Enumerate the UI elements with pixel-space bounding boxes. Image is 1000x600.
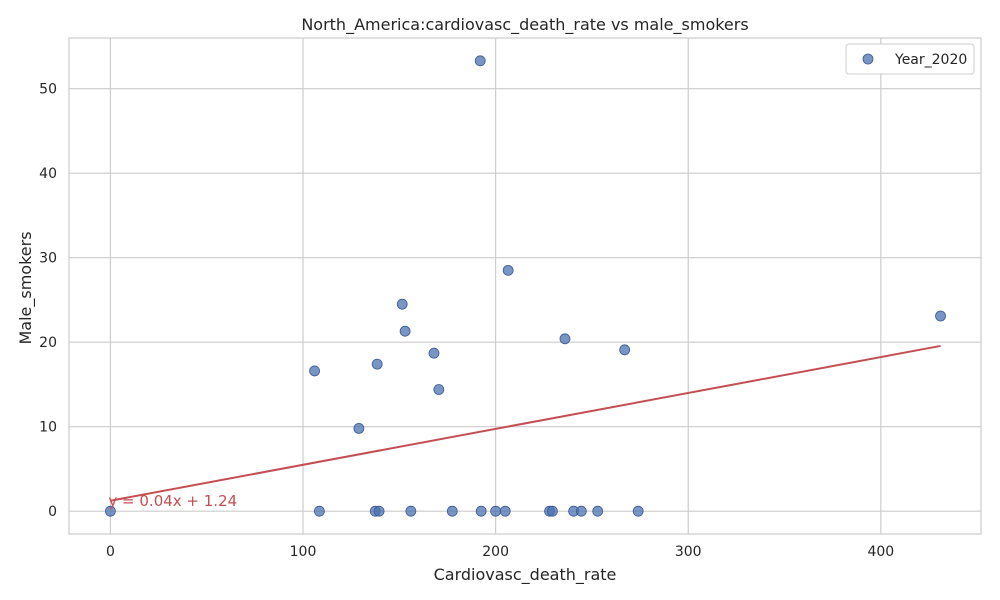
y-tick-label: 20: [39, 335, 57, 351]
x-tick-label: 300: [675, 544, 702, 560]
data-point: [313, 505, 325, 517]
x-tick-label: 200: [482, 544, 509, 560]
y-tick-label: 40: [39, 166, 57, 182]
data-point: [371, 358, 383, 370]
data-point: [592, 505, 604, 517]
y-tick-label: 30: [39, 251, 57, 267]
data-point: [547, 505, 558, 517]
fit-equation-label: y = 0.04x + 1.24: [108, 492, 237, 510]
data-point: [475, 505, 487, 517]
data-point: [373, 505, 385, 517]
y-axis-label: Male_smokers: [16, 231, 36, 344]
data-point: [309, 365, 320, 377]
regression-line: [110, 344, 941, 502]
x-tick-label: 0: [106, 544, 115, 560]
data-point: [935, 310, 946, 322]
data-point: [446, 505, 458, 517]
x-tick-label: 100: [290, 544, 317, 560]
data-point: [474, 55, 486, 67]
data-point: [105, 505, 116, 517]
y-tick-label: 50: [39, 82, 57, 98]
y-tick-label: 10: [39, 420, 57, 436]
data-point: [428, 347, 440, 359]
data-point: [433, 384, 445, 395]
legend-marker: [862, 53, 874, 65]
data-point: [632, 505, 644, 517]
data-point: [619, 344, 631, 356]
data-point: [405, 505, 417, 517]
legend-entry-label: Year_2020: [894, 52, 967, 68]
data-point: [502, 264, 514, 276]
plot-frame: [68, 37, 982, 535]
y-tick-labels: 0 10 20 30 40 50: [39, 82, 57, 520]
x-axis-label: Cardiovasc_death_rate: [434, 565, 617, 585]
chart-title: North_America:cardiovasc_death_rate vs m…: [301, 15, 748, 35]
legend: Year_2020: [845, 43, 975, 75]
legend-box: [845, 43, 975, 75]
grid: [69, 38, 981, 534]
regression-fit: [110, 344, 941, 502]
data-point: [575, 505, 587, 517]
x-tick-label: 400: [867, 544, 894, 560]
data-points: [105, 55, 946, 517]
data-point: [399, 325, 411, 337]
data-point: [396, 298, 408, 310]
data-point: [499, 505, 511, 517]
data-point: [353, 422, 365, 434]
y-tick-label: 0: [48, 504, 57, 520]
data-point: [490, 505, 502, 517]
x-tick-labels: 0 100 200 300 400: [106, 544, 894, 560]
data-point: [559, 333, 571, 345]
